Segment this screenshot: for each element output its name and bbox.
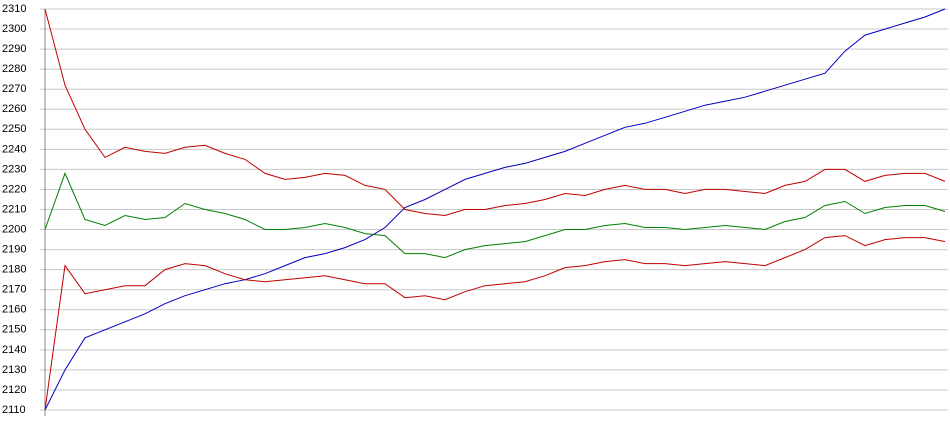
y-tick-label: 2170 (2, 284, 26, 296)
y-tick-label: 2310 (2, 3, 26, 15)
y-tick-label: 2120 (2, 384, 26, 396)
y-tick-label: 2250 (2, 123, 26, 135)
y-tick-label: 2230 (2, 163, 26, 175)
y-tick-label: 2200 (2, 223, 26, 235)
series-line (44, 235, 946, 411)
series-line (44, 8, 946, 217)
series-line (44, 8, 946, 411)
series-line (44, 172, 946, 259)
y-tick-label: 2290 (2, 43, 26, 55)
y-tick-label: 2110 (2, 404, 26, 416)
y-tick-label: 2210 (2, 203, 26, 215)
y-tick-label: 2130 (2, 364, 26, 376)
y-tick-label: 2260 (2, 103, 26, 115)
y-tick-label: 2150 (2, 324, 26, 336)
y-tick-label: 2180 (2, 264, 26, 276)
y-tick-label: 2140 (2, 344, 26, 356)
y-tick-label: 2220 (2, 183, 26, 195)
y-tick-label: 2300 (2, 23, 26, 35)
y-tick-label: 2270 (2, 83, 26, 95)
y-tick-label: 2280 (2, 63, 26, 75)
y-tick-label: 2160 (2, 304, 26, 316)
y-tick-label: 2240 (2, 143, 26, 155)
y-tick-label: 2190 (2, 244, 26, 256)
